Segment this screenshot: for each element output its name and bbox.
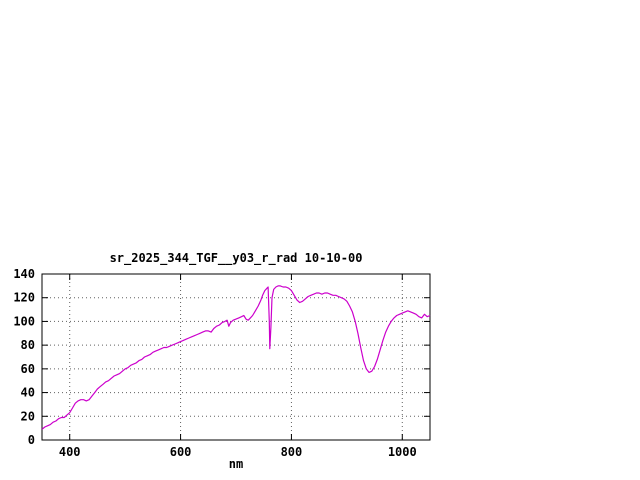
x-tick-label: 400: [59, 445, 81, 459]
y-tick-label: 140: [13, 267, 35, 281]
y-tick-label: 0: [28, 433, 35, 447]
y-tick-label: 120: [13, 291, 35, 305]
y-tick-label: 20: [21, 409, 35, 423]
y-tick-label: 60: [21, 362, 35, 376]
y-tick-label: 80: [21, 338, 35, 352]
x-axis-label: nm: [229, 457, 243, 471]
plot-border: [41, 273, 431, 441]
x-tick-label: 800: [281, 445, 303, 459]
chart-title: sr_2025_344_TGF__y03_r_rad 10-10-00: [110, 251, 363, 266]
y-tick-label: 100: [13, 314, 35, 328]
spectrum-series-line: [41, 285, 431, 430]
x-tick-label: 1000: [388, 445, 417, 459]
x-tick-label: 600: [170, 445, 192, 459]
y-tick-label: 40: [21, 386, 35, 400]
